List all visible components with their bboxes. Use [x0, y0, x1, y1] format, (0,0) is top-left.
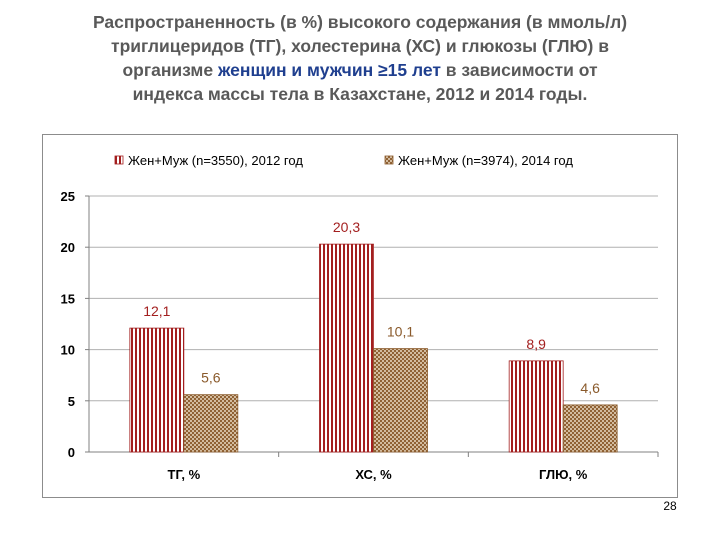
legend-swatch-1	[114, 155, 124, 165]
title-line-3-start: организме	[122, 60, 218, 80]
title-line-1: Распространенность (в %) высокого содерж…	[92, 12, 628, 32]
bar-2012	[319, 243, 374, 453]
bar-2014	[562, 404, 618, 453]
legend-label-1: Жен+Муж (n=3550), 2012 год	[128, 153, 303, 168]
slide-title: Распространенность (в %) высокого содерж…	[20, 10, 700, 106]
bar-2014	[373, 348, 428, 453]
chart-frame: Жен+Муж (n=3550), 2012 год Жен+Муж (n=397…	[42, 134, 678, 498]
y-tick-label: 0	[68, 445, 75, 460]
data-label: 5,6	[201, 370, 221, 386]
x-tick-label: ТГ, %	[168, 467, 201, 482]
x-tick-label: ГЛЮ, %	[539, 467, 588, 482]
bar-chart: Жен+Муж (n=3550), 2012 год Жен+Муж (n=397…	[61, 153, 659, 482]
data-label: 12,1	[143, 303, 170, 319]
title-line-3-end: в зависимости от	[440, 60, 598, 80]
y-tick-label: 20	[61, 240, 75, 255]
data-label: 10,1	[387, 324, 414, 340]
y-tick-label: 15	[61, 291, 75, 306]
bar-2014	[183, 394, 239, 453]
bar-2012	[129, 327, 185, 453]
legend-swatch-2	[384, 155, 394, 165]
data-label: 4,6	[580, 380, 600, 396]
title-line-4: индекса массы тела в Казахстане, 2012 и …	[132, 84, 588, 104]
title-line-2: триглицеридов (ТГ), холестерина (ХС) и г…	[111, 36, 609, 56]
title-highlight: женщин и мужчин ≥15 лет	[217, 60, 441, 80]
y-tick-label: 5	[68, 394, 75, 409]
data-label: 20,3	[333, 219, 360, 235]
page-number: 28	[663, 499, 677, 513]
title-line-3: организме женщин и мужчин ≥15 лет в зави…	[20, 58, 700, 82]
data-label: 8,9	[526, 336, 546, 352]
y-tick-label: 10	[61, 343, 75, 358]
legend-label-2: Жен+Муж (n=3974), 2014 год	[398, 153, 573, 168]
y-tick-label: 25	[61, 189, 75, 204]
bar-2012	[508, 360, 564, 453]
x-tick-label: ХС, %	[355, 467, 392, 482]
